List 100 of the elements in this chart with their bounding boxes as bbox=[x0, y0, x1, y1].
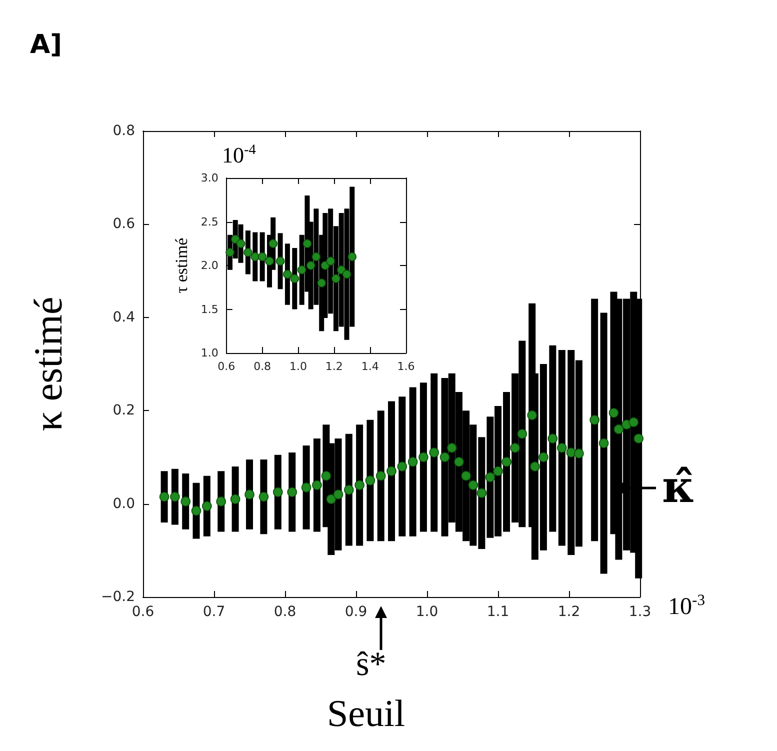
point bbox=[628, 417, 639, 428]
point bbox=[287, 487, 297, 498]
point bbox=[244, 248, 252, 257]
point bbox=[326, 256, 335, 266]
point bbox=[468, 480, 478, 490]
point bbox=[440, 452, 450, 462]
point bbox=[216, 496, 226, 506]
point bbox=[566, 448, 576, 458]
point bbox=[365, 476, 376, 486]
point bbox=[301, 482, 312, 492]
y-tick-label: 0.0 bbox=[112, 496, 135, 512]
point bbox=[342, 270, 352, 279]
point bbox=[273, 487, 283, 498]
x-tick-label: 1.2 bbox=[325, 360, 343, 373]
point bbox=[180, 496, 190, 506]
point bbox=[461, 470, 471, 481]
point bbox=[344, 484, 354, 495]
point bbox=[510, 442, 520, 453]
point bbox=[354, 480, 364, 490]
point bbox=[376, 470, 386, 481]
point bbox=[290, 274, 300, 284]
point bbox=[485, 472, 496, 482]
point bbox=[429, 448, 439, 458]
point bbox=[517, 429, 528, 439]
point bbox=[321, 470, 332, 481]
y-axis-title: κ estimé bbox=[26, 296, 70, 432]
point bbox=[634, 434, 644, 444]
point bbox=[320, 261, 330, 270]
point bbox=[226, 248, 234, 257]
point bbox=[326, 494, 336, 504]
x-tick-label: 1.0 bbox=[416, 604, 438, 620]
text: 10$^{-3}$ bbox=[668, 592, 705, 621]
point bbox=[446, 442, 457, 453]
x-tick-label: 1.3 bbox=[628, 604, 652, 620]
point bbox=[317, 278, 326, 288]
point bbox=[258, 252, 267, 262]
point bbox=[230, 494, 240, 504]
x-tick-label: 0.9 bbox=[344, 604, 368, 620]
point bbox=[297, 265, 306, 274]
text: ŝ* bbox=[356, 646, 386, 684]
point bbox=[608, 408, 619, 418]
point bbox=[159, 492, 170, 502]
y-tick-label: 2.0 bbox=[200, 259, 218, 272]
point bbox=[598, 438, 609, 448]
point bbox=[454, 456, 464, 467]
annotation: 10$^{-4}$ bbox=[222, 142, 256, 168]
point bbox=[408, 456, 418, 467]
point bbox=[276, 256, 285, 266]
y-tick-label: 1.0 bbox=[200, 346, 218, 360]
point bbox=[590, 415, 600, 425]
point bbox=[312, 252, 321, 262]
point bbox=[250, 252, 260, 262]
text: κ̂ bbox=[662, 462, 695, 513]
point bbox=[548, 434, 558, 444]
x-tick-label: 0.8 bbox=[254, 360, 272, 373]
point bbox=[236, 239, 246, 248]
x-tick-label: 1.1 bbox=[486, 604, 510, 620]
point bbox=[574, 448, 584, 458]
y-tick-label: 0.4 bbox=[112, 309, 136, 326]
point bbox=[191, 506, 202, 516]
x-tick-label: 1.0 bbox=[289, 360, 307, 373]
point bbox=[502, 456, 512, 467]
point bbox=[348, 252, 357, 262]
point bbox=[614, 424, 624, 434]
point bbox=[283, 270, 292, 279]
x-tick-label: 0.6 bbox=[132, 604, 154, 620]
point bbox=[268, 239, 278, 248]
point bbox=[397, 462, 408, 472]
x-tick-label: 0.6 bbox=[218, 360, 236, 373]
point bbox=[306, 261, 316, 270]
point bbox=[538, 452, 548, 462]
y-tick-label: 1.5 bbox=[200, 302, 218, 316]
point bbox=[476, 488, 487, 498]
point bbox=[333, 490, 344, 500]
text: Seuil bbox=[327, 692, 406, 736]
point bbox=[302, 239, 312, 248]
point bbox=[386, 466, 396, 476]
x-tick-label: 1.4 bbox=[361, 360, 379, 373]
y-tick-label: 0.2 bbox=[112, 402, 135, 419]
y-axis-title: τ estimé bbox=[172, 238, 191, 294]
y-tick-label: 2.5 bbox=[200, 215, 218, 228]
point bbox=[170, 492, 180, 502]
x-tick-label: 1.2 bbox=[558, 604, 580, 620]
point bbox=[332, 274, 340, 284]
point bbox=[312, 480, 322, 490]
x-tick-label: 0.8 bbox=[274, 604, 296, 620]
point bbox=[418, 452, 428, 462]
x-tick-label: 0.7 bbox=[202, 604, 226, 620]
y-tick-label: −0.2 bbox=[101, 589, 135, 605]
text: A] bbox=[30, 30, 62, 60]
point bbox=[527, 410, 537, 420]
point bbox=[265, 256, 274, 266]
x-tick-label: 1.6 bbox=[397, 360, 415, 373]
y-tick-label: 0.8 bbox=[112, 123, 135, 139]
y-tick-label: 3.0 bbox=[200, 172, 218, 184]
point bbox=[493, 466, 503, 476]
point bbox=[244, 490, 254, 500]
point bbox=[202, 501, 212, 512]
point bbox=[530, 462, 540, 472]
point bbox=[258, 492, 269, 502]
